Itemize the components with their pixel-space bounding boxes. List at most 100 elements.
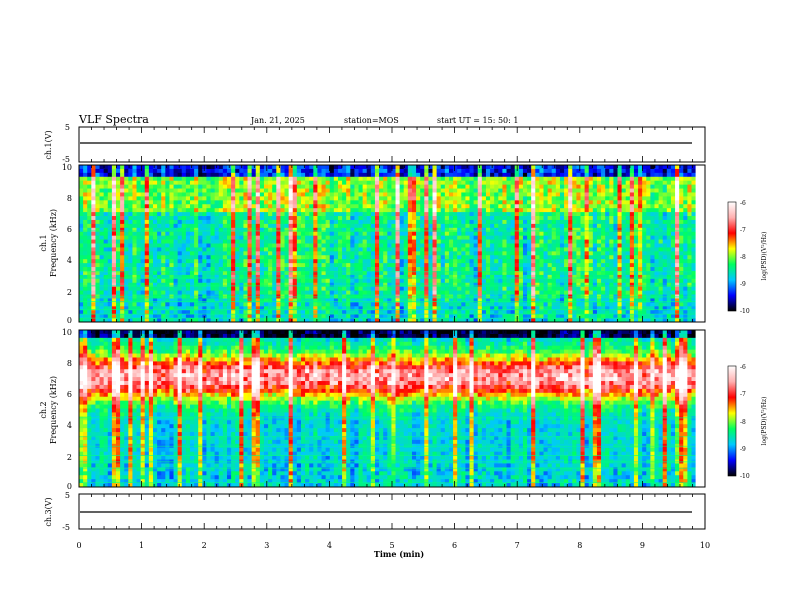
spectrogram-cell <box>99 227 105 233</box>
spectrogram-cell <box>132 306 137 311</box>
spectrogram-cell <box>559 180 565 186</box>
spectrogram-cell <box>222 251 228 256</box>
spectrogram-cell <box>165 239 170 244</box>
spectrogram-cell <box>424 290 429 295</box>
spectrogram-cell <box>309 172 314 178</box>
spectrogram-cell <box>202 267 207 272</box>
spectrogram-cell <box>284 251 290 256</box>
spectrogram-cell <box>247 267 253 272</box>
spectrogram-cell <box>403 274 409 280</box>
spectrogram-cell <box>453 204 458 209</box>
spectrogram-cell <box>276 188 281 193</box>
spectrogram-cell <box>317 290 322 295</box>
spectrogram-cell <box>490 298 495 303</box>
spectrogram-cell <box>247 310 253 315</box>
spectrogram-cell <box>128 200 133 205</box>
spectrogram-cell <box>189 235 195 240</box>
spectrogram-cell <box>189 196 195 201</box>
spectrogram-cell <box>424 270 429 276</box>
spectrogram-cell <box>379 172 384 178</box>
spectrogram-cell <box>428 204 433 209</box>
spectrogram-cell <box>268 298 273 303</box>
spectrogram-cell <box>99 290 105 295</box>
spectrogram-cell <box>157 318 162 323</box>
spectrogram-cell <box>374 286 380 292</box>
spectrogram-cell <box>140 314 146 319</box>
spectrogram-cell <box>337 286 343 292</box>
spectrogram-cell <box>161 192 166 197</box>
spectrogram-cell <box>350 318 355 323</box>
spectrogram-cell <box>506 251 512 256</box>
spectrogram-cell <box>490 278 495 284</box>
spectrogram-cell <box>420 255 425 260</box>
spectrogram-cell <box>424 184 429 189</box>
spectrogram-cell <box>107 310 113 315</box>
spectrogram-cell <box>206 278 211 284</box>
spectrogram-cell <box>103 168 109 174</box>
spectrogram-cell <box>226 306 232 311</box>
spectrogram-cell <box>374 306 380 311</box>
spectrogram-cell <box>543 180 549 186</box>
spectrogram-cell <box>403 270 409 276</box>
spectrogram-cell <box>305 204 310 209</box>
spectrogram-cell <box>477 208 483 213</box>
spectrogram-cell <box>95 223 100 229</box>
spectrogram-cell <box>157 219 162 225</box>
spectrogram-cell <box>518 231 524 237</box>
spectrogram-cell <box>292 259 298 264</box>
spectrogram-cell <box>555 165 561 170</box>
spectrogram-cell <box>202 239 207 244</box>
spectrogram-cell <box>453 274 458 280</box>
spectrogram-cell <box>99 243 105 248</box>
spectrogram-cell <box>490 196 495 201</box>
spectrogram-cell <box>111 192 117 197</box>
spectrogram-cell <box>128 204 133 209</box>
spectrogram-cell <box>103 180 109 186</box>
spectrogram-cell <box>165 165 170 170</box>
spectrogram-cell <box>239 216 244 221</box>
spectrogram-cell <box>506 172 512 178</box>
spectrogram-cell <box>124 318 129 323</box>
spectrogram-cell <box>148 219 154 225</box>
spectrogram-cell <box>177 200 183 205</box>
spectrogram-cell <box>226 204 232 209</box>
spectrogram-cell <box>321 282 327 288</box>
figure-title: VLF Spectra <box>78 113 149 126</box>
spectrogram-cell <box>559 184 565 189</box>
spectrogram-cell <box>432 259 438 264</box>
spectrogram-cell <box>189 208 195 213</box>
spectrogram-cell <box>346 251 351 256</box>
spectrogram-cell <box>222 282 228 288</box>
spectrogram-cell <box>194 219 199 225</box>
spectrogram-cell <box>391 314 396 319</box>
spectrogram-cell <box>103 270 109 276</box>
spectrogram-cell <box>255 251 261 256</box>
spectrogram-cell <box>354 176 359 182</box>
spectrogram-cell <box>481 247 487 252</box>
spectrogram-cell <box>473 302 479 307</box>
spectrogram-cell <box>494 302 499 307</box>
spectrogram-cell <box>313 306 318 311</box>
spectrogram-cell <box>354 310 359 315</box>
spectrogram-cell <box>465 192 470 197</box>
spectrogram-cell <box>198 208 203 213</box>
spectrogram-cell <box>358 310 364 315</box>
spectrogram-cell <box>161 243 166 248</box>
spectrogram-cell <box>144 267 150 272</box>
spectrogram-cell <box>136 176 142 182</box>
spectrogram-cell <box>391 180 396 186</box>
spectrogram-cell <box>522 302 528 307</box>
spectrogram-cell <box>346 239 351 244</box>
spectrogram-cell <box>490 223 495 229</box>
spectrogram-cell <box>379 165 384 170</box>
spectrogram-cell <box>370 278 376 284</box>
spectrogram-cell <box>498 243 503 248</box>
spectrogram-cell <box>366 216 372 221</box>
spectrogram-cell <box>185 251 191 256</box>
spectrogram-cell <box>284 219 290 225</box>
spectrogram-cell <box>411 251 417 256</box>
spectrogram-cell <box>420 282 425 288</box>
spectrogram-cell <box>387 235 392 240</box>
spectrogram-cell <box>539 263 544 268</box>
spectrogram-cell <box>428 247 433 252</box>
